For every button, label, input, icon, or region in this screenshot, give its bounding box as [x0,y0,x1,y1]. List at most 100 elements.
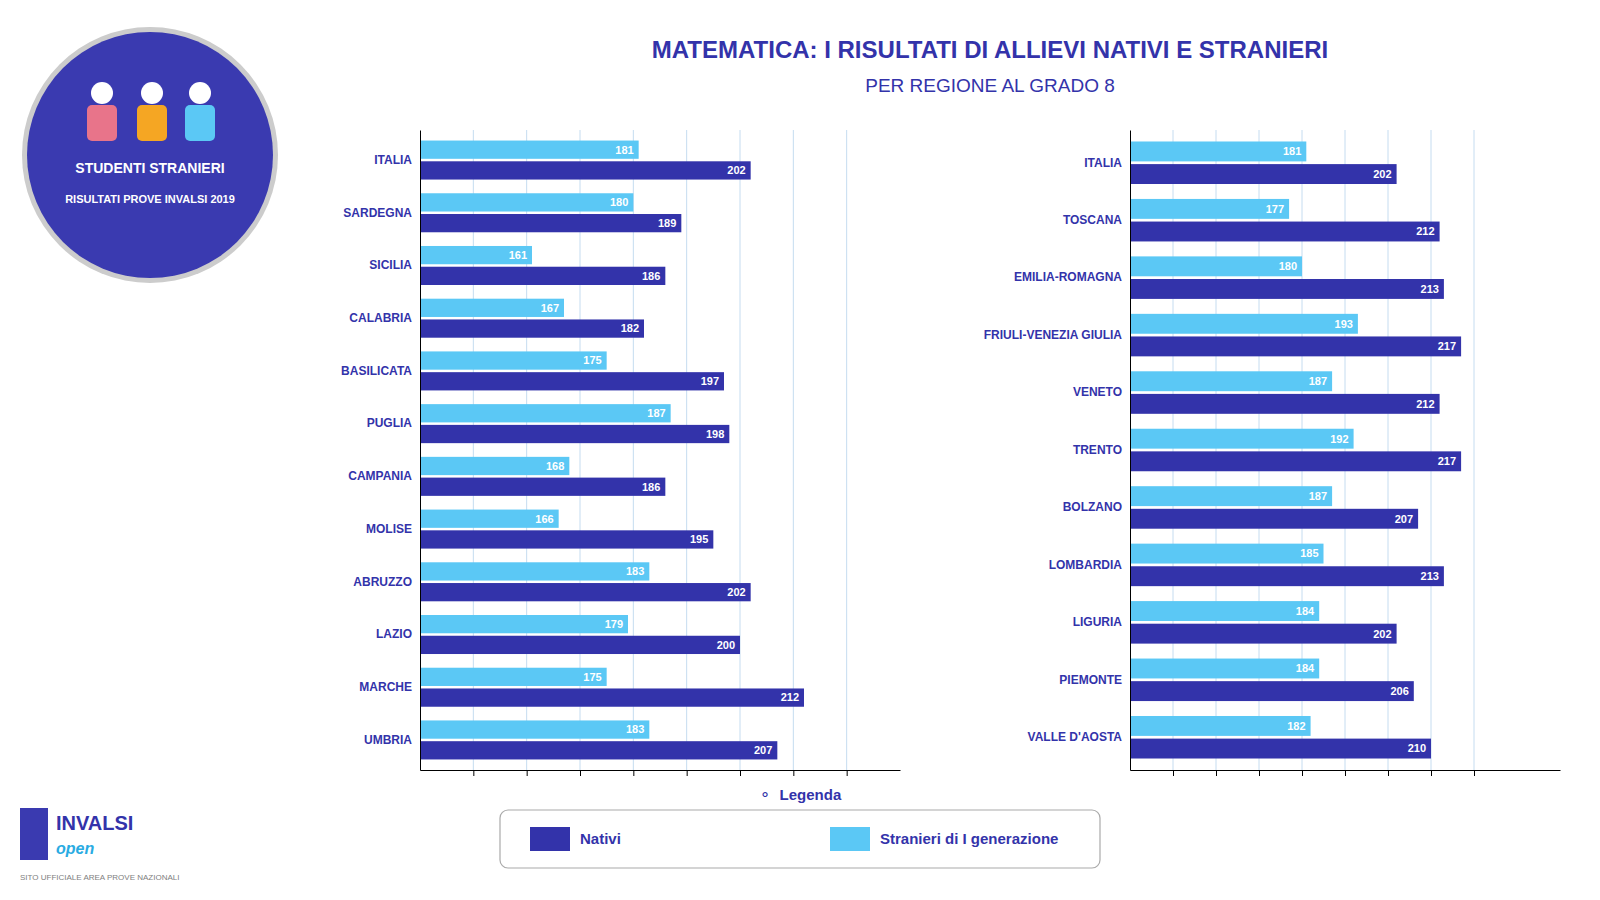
bar [420,478,665,496]
tick [1302,770,1303,776]
data-label: 202 [1373,628,1391,640]
tick [633,770,634,776]
bar [1130,222,1440,242]
data-label: 179 [605,618,623,630]
data-label: 186 [642,481,660,493]
person-icon [185,105,215,141]
tick-mark [1474,770,1475,776]
data-label: 184 [1296,662,1315,674]
data-label: 212 [1416,225,1434,237]
bar [420,530,713,548]
bar [420,510,559,528]
data-label: 213 [1421,570,1439,582]
tick-mark [1173,770,1174,776]
person-icon [137,105,167,141]
badge-border [22,27,278,283]
legend-entry: Nativi [580,830,621,847]
tick-label: PIEMONTE [1059,673,1122,687]
data-label: 182 [1287,720,1305,732]
bar [1130,544,1324,564]
subtitle: PER REGIONE AL GRADO 8 [865,75,1115,96]
tick: UMBRIA [364,733,412,747]
tick-mark [793,770,794,776]
tick-label: LAZIO [376,627,412,641]
tick: FRIULI-VENEZIA GIULIA [984,328,1123,342]
tick: MOLISE [366,522,412,536]
grid-line [686,130,687,770]
tick-label: BOLZANO [1063,500,1122,514]
tick-mark [473,770,474,776]
tick: PIEMONTE [1059,673,1122,687]
bar [420,688,804,706]
legend-swatch [830,827,870,851]
tick-label: ABRUZZO [353,575,412,589]
data-label: 167 [541,302,559,314]
bar [420,583,751,601]
bar [420,668,607,686]
badge-circle [27,32,273,278]
legend-box [500,810,1100,868]
tick [527,770,528,776]
tick-mark [1388,770,1389,776]
tick [1173,770,1174,776]
series [1130,141,1358,735]
bar [1130,624,1397,644]
tick-mark [1259,770,1260,776]
panel: 2102062022132072172122172132122021821841… [528,130,1561,776]
tick: VENETO [1073,385,1122,399]
tick [1474,770,1475,776]
bar [1130,279,1444,299]
bar [1130,141,1306,161]
tick: ABRUZZO [353,575,412,589]
person-icon [189,82,211,104]
tick-label: TOSCANA [1063,213,1122,227]
bar [1130,199,1289,219]
bar [1130,451,1461,471]
bar [1130,256,1302,276]
tick-label: PUGLIA [367,416,413,430]
bar [420,161,751,179]
data-label: 168 [546,460,564,472]
person-icon [91,82,113,104]
bar [420,141,639,159]
series [420,141,671,739]
x-axis [421,770,901,776]
tick: TRENTO [1073,443,1122,457]
person-icon [87,105,117,141]
title: MATEMATICA: I RISULTATI DI ALLIEVI NATIV… [652,36,1328,63]
annotation: open [56,840,94,857]
tick: BOLZANO [1063,500,1122,514]
bar [420,741,777,759]
y-axis: VALLE D'AOSTAPIEMONTELIGURIALOMBARDIABOL… [984,131,1131,771]
tick-mark [1302,770,1303,776]
series [420,161,804,759]
tick [1345,770,1346,776]
data-label: 161 [509,249,527,261]
grid-line [1474,130,1475,770]
data-label: 210 [1408,742,1426,754]
tick-mark [527,770,528,776]
data-label: 217 [1438,455,1456,467]
bar [1130,486,1332,506]
x-axis [1131,770,1561,776]
data-label: 192 [1330,433,1348,445]
tick-label: MOLISE [366,522,412,536]
grid-line [846,130,847,770]
logo: INVALSI open SITO UFFICIALE AREA PROVE NAZ… [20,808,179,882]
annotation: INVALSI [56,812,133,834]
data-label: 217 [1438,340,1456,352]
annotation: SITO UFFICIALE AREA PROVE NAZIONALI [20,873,179,882]
tick: CAMPANIA [348,469,412,483]
data-label: 166 [535,513,553,525]
tick-label: ITALIA [374,153,412,167]
tick: BASILICATA [341,364,412,378]
data-label: 207 [754,744,772,756]
bar [420,193,633,211]
tick-label: CALABRIA [349,311,412,325]
tick [740,770,741,776]
data-label: 189 [658,217,676,229]
data-label: 200 [717,639,735,651]
tick [1216,770,1217,776]
tick-mark [633,770,634,776]
data-label: 187 [1309,375,1327,387]
